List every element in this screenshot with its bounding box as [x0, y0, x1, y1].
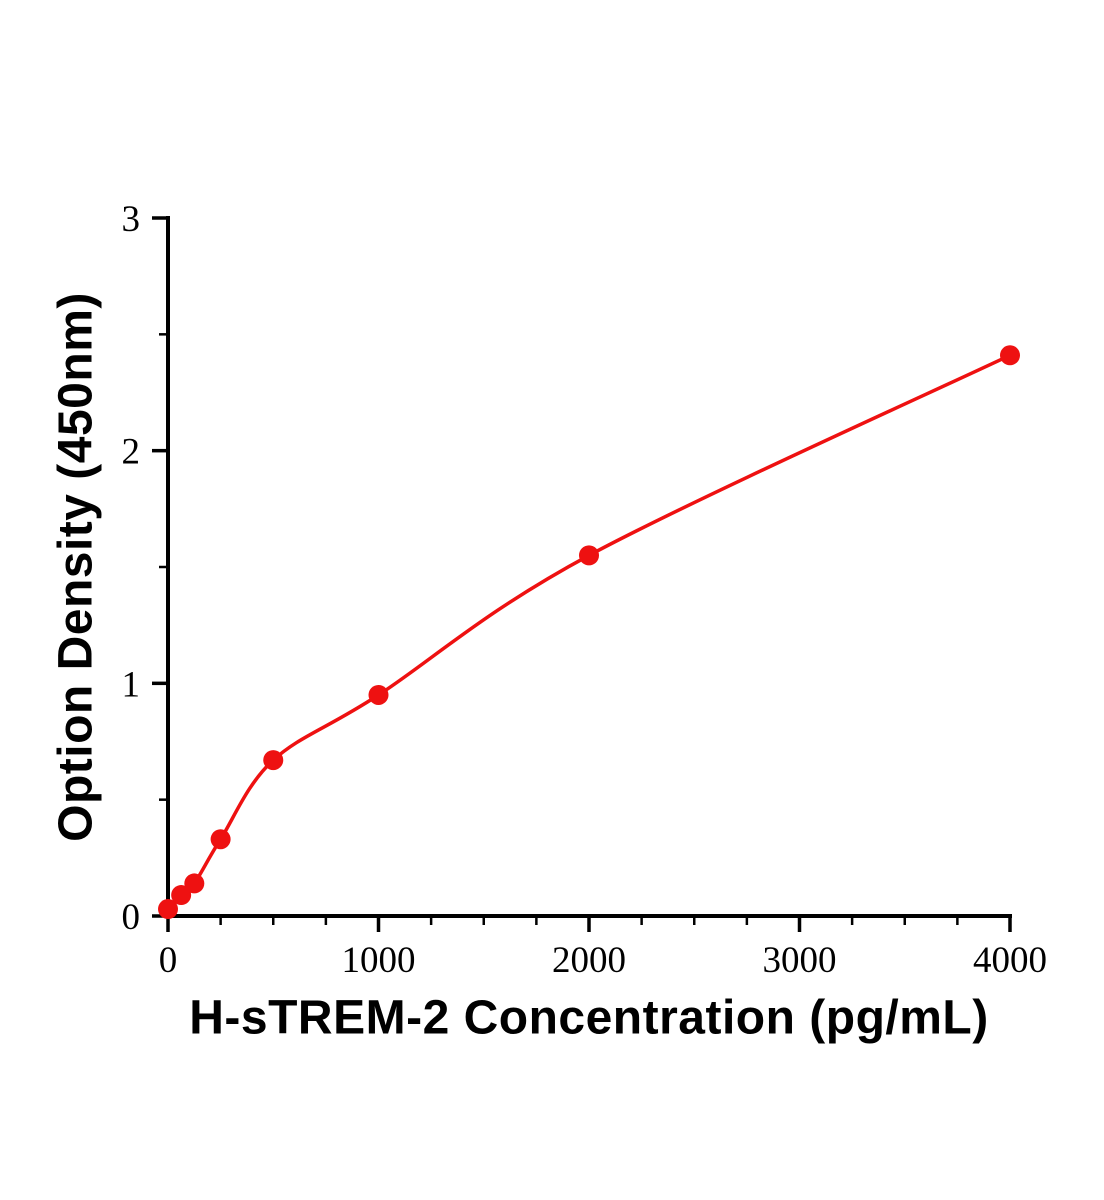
data-point: [171, 885, 192, 906]
y-tick-label: 3: [122, 199, 141, 240]
standard-curve-line: [166, 353, 1012, 911]
y-tick-label: 1: [122, 664, 141, 705]
x-tick-label: 1000: [342, 940, 416, 981]
x-tick-label: 3000: [763, 940, 837, 981]
y-tick-label: 2: [122, 432, 141, 473]
y-tick-label: 0: [122, 897, 141, 938]
data-point: [263, 750, 284, 771]
data-point: [1000, 345, 1020, 366]
y-axis-title: Option Density (450nm): [49, 292, 103, 842]
x-tick-label: 2000: [552, 940, 626, 981]
data-point: [210, 829, 231, 850]
x-axis-title: H-sTREM-2 Concentration (pg/mL): [189, 991, 989, 1045]
data-point: [158, 899, 178, 920]
x-tick-label: 4000: [973, 940, 1047, 981]
data-point: [579, 545, 599, 566]
x-tick-label: 0: [159, 940, 178, 981]
data-point: [184, 873, 205, 894]
data-point: [368, 684, 389, 705]
